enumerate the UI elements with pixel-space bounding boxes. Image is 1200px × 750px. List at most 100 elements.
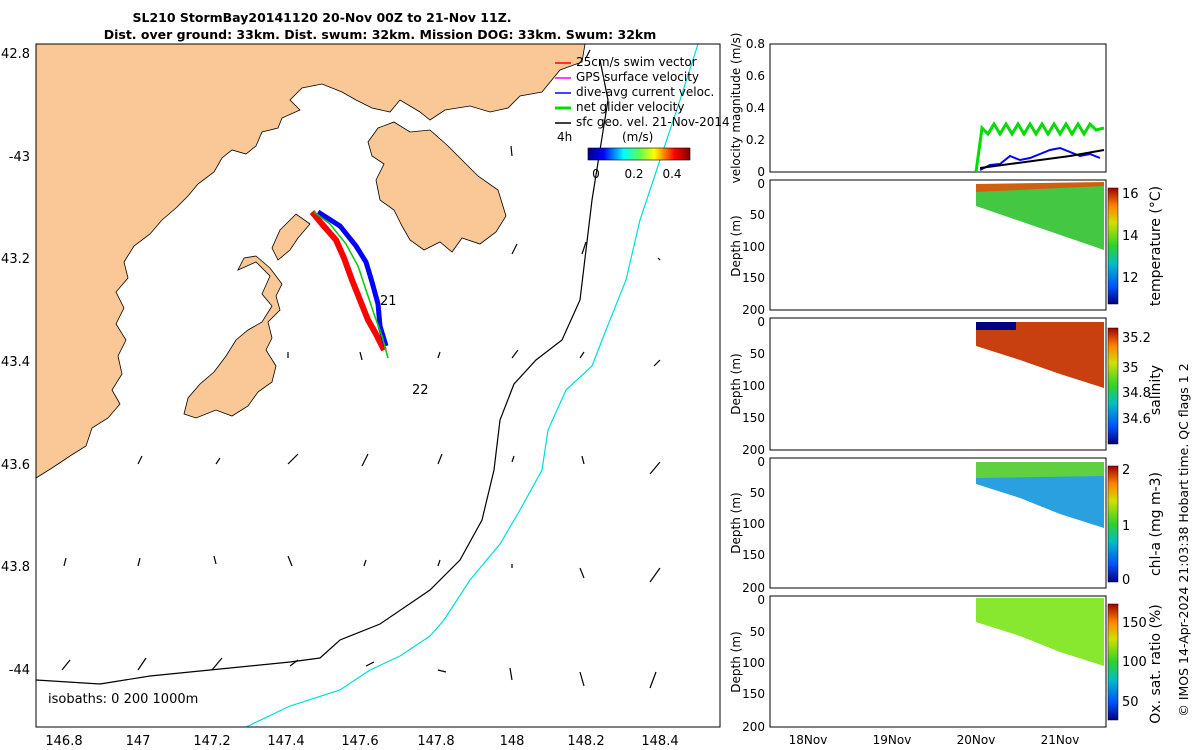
current-vector — [653, 359, 661, 367]
legend-label: sfc geo. vel. 21-Nov-2014 — [576, 115, 730, 129]
chla-cbar — [1107, 465, 1119, 583]
oxygen-ctick: 150 — [1122, 616, 1147, 631]
oxygen-panel: Ox. sat. ratio (%) 150 100 50 — [769, 595, 1164, 728]
current-vector — [581, 455, 585, 465]
current-vector — [649, 461, 661, 475]
time-tick: 21Nov — [1041, 733, 1080, 747]
depth-axes: Depth (m) Depth (m) Depth (m) Depth (m) … — [729, 177, 765, 734]
chla-cticks: 2 1 0 — [1122, 463, 1130, 588]
current-vector — [287, 555, 293, 567]
salinity-ctick: 35 — [1122, 361, 1139, 376]
current-vector — [437, 669, 447, 673]
chla-ctick: 1 — [1122, 519, 1130, 534]
current-vector — [215, 457, 221, 465]
current-vector — [287, 453, 299, 465]
current-vector — [649, 671, 657, 689]
chla-section-upper — [976, 462, 1104, 478]
day-label-22: 22 — [412, 383, 429, 398]
depth-tick: 150 — [742, 271, 765, 285]
time-tick: 20Nov — [957, 733, 996, 747]
depth-tick: 100 — [742, 379, 765, 393]
legend-label: net glider velocity — [576, 100, 684, 114]
lat-tick: 43.8 — [1, 560, 30, 575]
oxygen-ctick: 50 — [1122, 695, 1139, 710]
depth-tick: 0 — [757, 455, 765, 469]
legend-label: 25cm/s swim vector — [576, 55, 697, 69]
map-frame — [35, 43, 721, 728]
lon-tick: 147.2 — [193, 734, 230, 749]
depth-tick: 150 — [742, 548, 765, 562]
depth-tick: 50 — [750, 625, 765, 639]
imos-side-note: © IMOS 14-Apr-2024 21:03:38 Hobart time.… — [1176, 363, 1191, 716]
salinity-ctick: 35.2 — [1122, 331, 1151, 346]
salinity-surface — [976, 322, 1016, 330]
colorbar-tick: 0.2 — [624, 167, 643, 181]
current-vector — [579, 671, 585, 687]
current-vector — [657, 257, 661, 261]
current-vector — [365, 661, 375, 667]
velocity-ytick: 0.4 — [746, 101, 765, 115]
temperature-panel: temperature (°C) 16 14 12 — [769, 179, 1164, 311]
current-vector — [363, 559, 367, 567]
lat-axis: 42.8 -43 43.2 43.4 43.6 43.8 -44 — [1, 47, 30, 678]
series-sfc-geo — [979, 149, 1105, 169]
salinity-section — [976, 322, 1104, 388]
legend-label: GPS surface velocity — [576, 70, 699, 84]
lat-tick: 43.6 — [1, 458, 30, 473]
depth-ylabel: Depth (m) — [729, 215, 743, 276]
lon-tick: 147.4 — [267, 734, 304, 749]
depth-tick: 50 — [750, 486, 765, 500]
chla-panel: chl-a (mg m-3) 2 1 0 — [769, 457, 1164, 589]
lat-tick: 43.4 — [1, 355, 30, 370]
current-vector — [509, 667, 513, 681]
current-vector — [213, 555, 217, 565]
salinity-panel: salinity 35.2 35 34.8 34.6 — [769, 317, 1164, 451]
current-vectors — [61, 49, 661, 689]
velocity-ylabel: velocity magnitude (m/s) — [729, 33, 743, 184]
lon-tick: 148.2 — [567, 734, 604, 749]
chla-label: chl-a (mg m-3) — [1148, 472, 1164, 576]
speed-colorbar — [587, 147, 691, 161]
current-vector — [63, 557, 67, 567]
depth-ylabel: Depth (m) — [729, 492, 743, 553]
title-line-1: SL210 StormBay20141120 20-Nov 00Z to 21-… — [132, 10, 511, 25]
temperature-section-lower — [976, 186, 1104, 250]
depth-tick: 200 — [742, 720, 765, 734]
title-line-2: Dist. over ground: 33km. Dist. swum: 32k… — [104, 27, 657, 42]
oxygen-ctick: 100 — [1122, 655, 1147, 670]
depth-tick: 0 — [757, 593, 765, 607]
colorbar-tick: 0 — [592, 167, 600, 181]
salinity-cbar — [1107, 327, 1119, 445]
current-vector — [579, 351, 585, 359]
current-vector — [137, 455, 143, 465]
current-vector — [137, 657, 147, 671]
legend-speed-label: 4h — [557, 130, 572, 144]
series-dive-avg — [979, 146, 1101, 171]
current-vector — [437, 351, 441, 359]
salinity-cticks: 35.2 35 34.8 34.6 — [1122, 331, 1151, 427]
depth-tick: 0 — [757, 177, 765, 191]
velocity-panel: velocity magnitude (m/s) 0 0.2 0.4 0.6 0… — [729, 33, 1107, 184]
current-vector — [579, 567, 585, 579]
depth-tick: 150 — [742, 411, 765, 425]
colorbar-unit: (m/s) — [622, 130, 653, 144]
series-net-glider — [974, 121, 1105, 173]
lon-tick: 147.6 — [341, 734, 378, 749]
glider-track-green — [313, 211, 389, 359]
current-vector — [510, 145, 513, 157]
lon-tick: 148 — [500, 734, 525, 749]
depth-ylabel: Depth (m) — [729, 353, 743, 414]
temperature-cticks: 16 14 12 — [1122, 187, 1139, 286]
temperature-label: temperature (°C) — [1148, 186, 1164, 306]
lon-tick: 146.8 — [45, 734, 82, 749]
lat-tick: -43 — [9, 150, 30, 165]
current-vector — [211, 657, 223, 671]
chla-section — [976, 462, 1104, 528]
map-legend: 25cm/s swim vector GPS surface velocity … — [555, 55, 730, 181]
depth-tick: 150 — [742, 687, 765, 701]
current-vector — [359, 351, 363, 361]
current-vector — [437, 559, 441, 567]
map-panel: 21 22 42.8 -43 — [1, 43, 730, 749]
oxygen-section — [976, 598, 1104, 666]
